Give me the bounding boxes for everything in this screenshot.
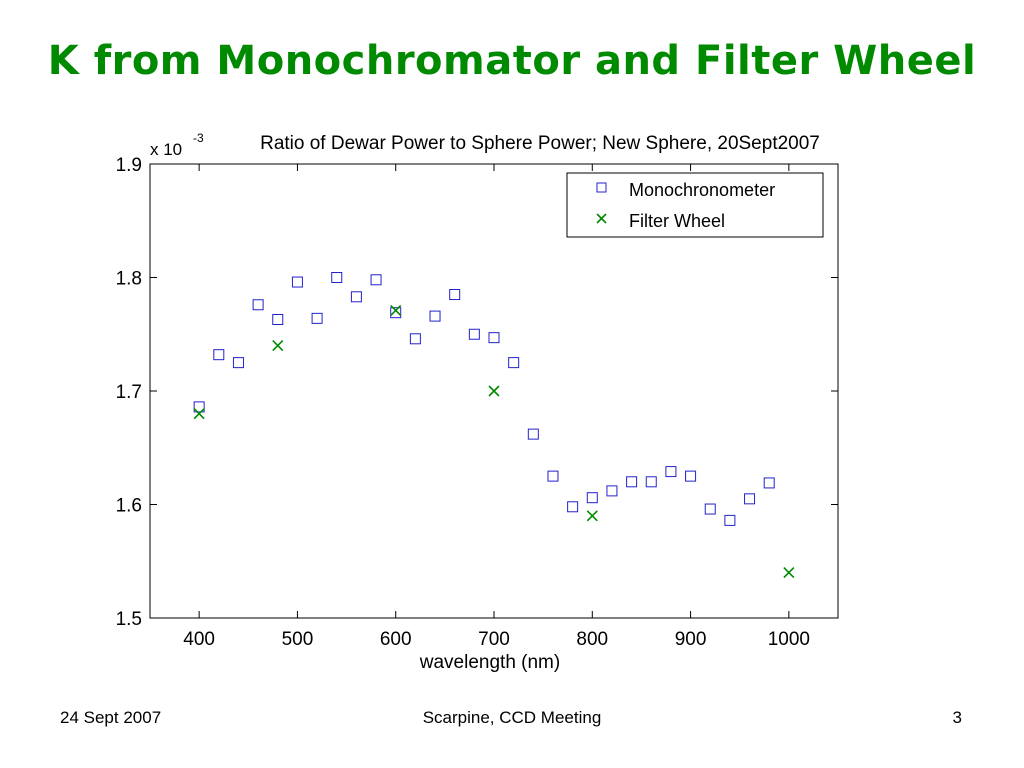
x-tick-label: 700: [478, 629, 510, 650]
footer-date: 24 Sept 2007: [60, 708, 162, 727]
x-tick-label: 900: [675, 629, 707, 650]
y-tick-label: 1.8: [116, 269, 142, 290]
y-tick-label: 1.7: [116, 382, 142, 403]
monochronometer-point: [488, 332, 500, 344]
legend-box: [566, 172, 824, 238]
monochronometer-point: [468, 328, 480, 340]
monochronometer-point: [606, 485, 618, 497]
monochronometer-point: [213, 349, 225, 361]
filter-wheel-point: [783, 567, 795, 579]
monochronometer-point: [763, 477, 775, 489]
filter-wheel-point: [488, 385, 500, 397]
x-axis-label: wavelength (nm): [419, 652, 560, 673]
monochronometer-point: [626, 476, 638, 488]
monochronometer-point: [331, 272, 343, 283]
monochronometer-point: [704, 503, 716, 515]
monochronometer-point: [390, 307, 402, 319]
footer-author-meeting: Scarpine, CCD Meeting: [422, 708, 602, 727]
legend-x-icon: [596, 213, 607, 224]
monochronometer-point: [547, 470, 559, 482]
scatter-chart: Ratio of Dewar Power to Sphere Power; Ne…: [116, 131, 839, 673]
x-tick-label: 800: [576, 629, 608, 650]
legend: Monochronometer Filter Wheel: [566, 172, 824, 238]
marks-layer: [193, 272, 795, 579]
legend-label-filter-wheel: Filter Wheel: [629, 211, 725, 231]
y-tick-label: 1.5: [116, 609, 142, 630]
legend-label-monochronometer: Monochronometer: [629, 180, 775, 200]
y-multiplier-label: x 10: [150, 140, 182, 159]
y-multiplier-exponent: -3: [193, 131, 204, 145]
monochronometer-point: [291, 276, 303, 288]
monochronometer-point: [370, 274, 382, 286]
monochronometer-point: [252, 299, 264, 311]
footer-page-number: 3: [952, 708, 962, 727]
monochronometer-point: [350, 291, 362, 303]
filter-wheel-point: [586, 510, 598, 522]
monochronometer-point: [645, 476, 657, 488]
monochronometer-point: [193, 401, 205, 413]
monochronometer-point: [744, 493, 756, 505]
monochronometer-point: [429, 310, 441, 322]
monochronometer-point: [449, 289, 461, 301]
x-tick-label: 1000: [768, 629, 810, 650]
monochronometer-point: [508, 357, 520, 369]
y-tick-label: 1.6: [116, 496, 142, 517]
monochronometer-point: [272, 313, 284, 325]
x-tick-label: 400: [183, 629, 215, 650]
y-tick-label: 1.9: [116, 155, 142, 176]
monochronometer-point: [724, 514, 736, 526]
filter-wheel-point: [272, 340, 284, 352]
filter-wheel-point: [193, 408, 205, 420]
legend-square-icon: [596, 182, 607, 193]
axes-layer: 400 500 600 700 800 900 1000 1.5 1.6 1.7 1.8 1.9: [116, 155, 838, 650]
monochronometer-point: [409, 333, 421, 345]
monochronometer-point: [527, 428, 539, 440]
monochronometer-point: [586, 492, 598, 504]
monochronometer-point: [567, 501, 579, 513]
monochronometer-point: [685, 470, 697, 482]
monochronometer-point: [665, 466, 677, 478]
x-tick-label: 500: [282, 629, 314, 650]
monochronometer-point: [232, 357, 244, 369]
slide-title: K from Monochromator and Filter Wheel: [47, 38, 977, 84]
filter-wheel-point: [390, 304, 402, 316]
monochronometer-point: [311, 312, 323, 324]
x-tick-label: 600: [380, 629, 412, 650]
chart-title: Ratio of Dewar Power to Sphere Power; Ne…: [260, 133, 820, 154]
